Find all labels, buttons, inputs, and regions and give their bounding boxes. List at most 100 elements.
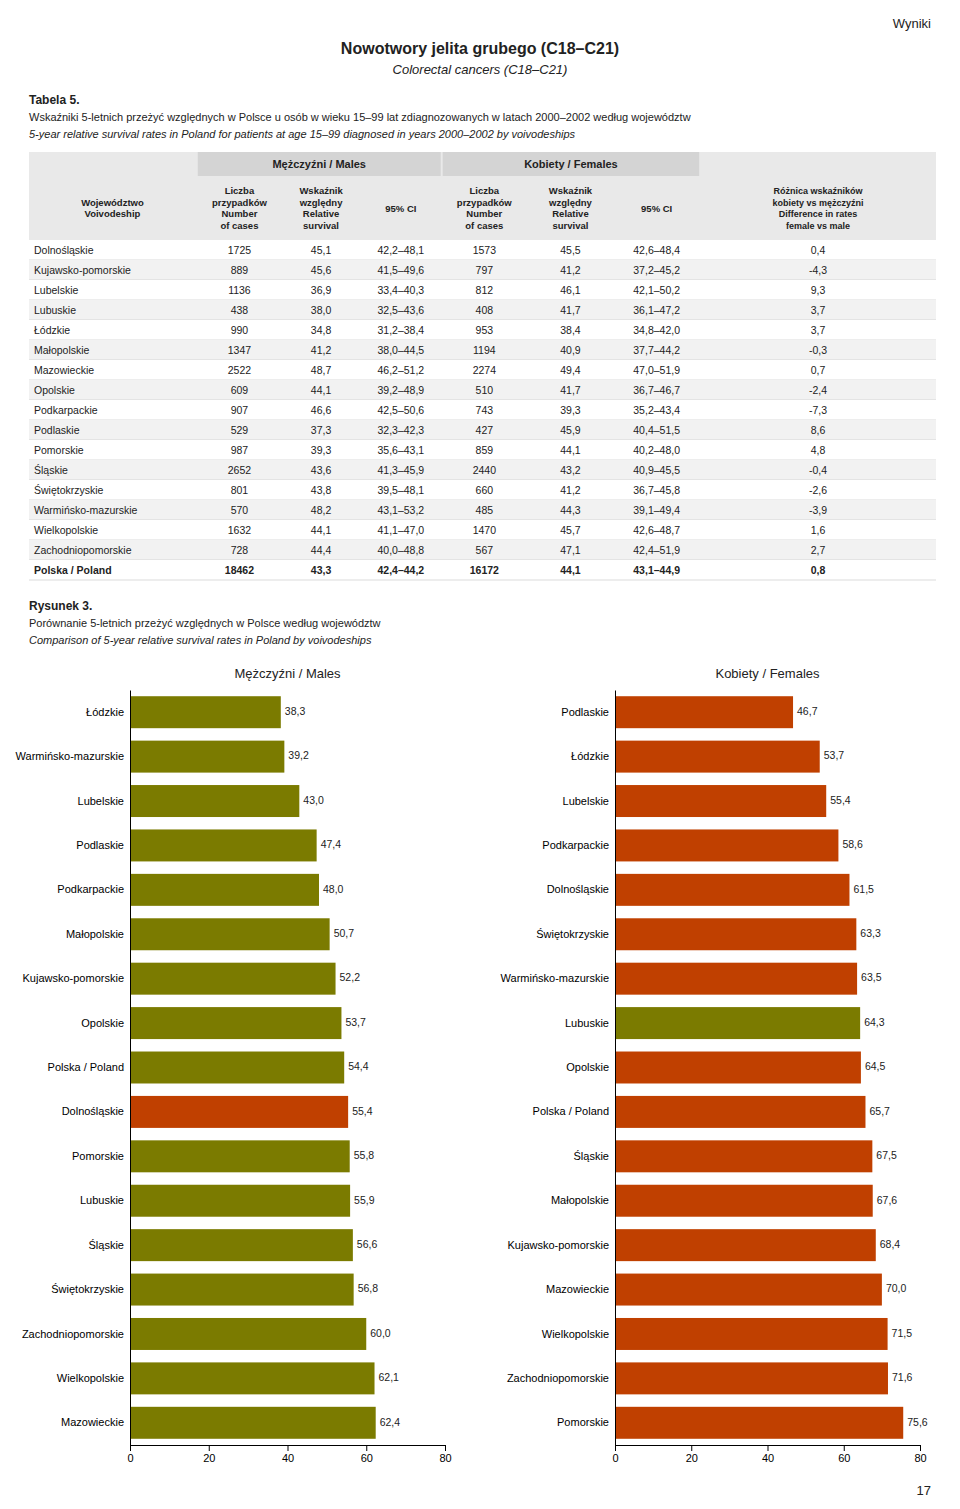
table-cell: -7,3	[809, 404, 827, 416]
table-group-bg	[443, 152, 699, 176]
table-cell: 44,1	[560, 564, 581, 576]
table-cell: -2,4	[809, 384, 827, 396]
table-cell: Łódzkie	[34, 324, 70, 336]
table-cell: 41,2	[311, 344, 332, 356]
data-label: 63,3	[860, 927, 881, 939]
table-cell: 3,7	[811, 304, 826, 316]
bar	[130, 1407, 376, 1439]
bar	[615, 1140, 872, 1172]
table-row-bg	[29, 360, 936, 380]
data-label: 71,5	[892, 1327, 913, 1339]
data-label: 62,1	[379, 1371, 400, 1383]
table-cell: 42,1–50,2	[633, 284, 680, 296]
table-cell: 9,3	[811, 284, 826, 296]
y-tick: Dolnośląskie	[62, 1105, 130, 1117]
table-cell: 2,7	[811, 544, 826, 556]
x-tick-label: 80	[439, 1452, 451, 1464]
table-cell: 42,6–48,4	[633, 244, 680, 256]
text-line: Województwo	[81, 197, 144, 208]
y-tick: Podkarpackie	[57, 883, 130, 895]
y-tick: Warmińsko-mazurskie	[501, 972, 615, 984]
table-cell: 41,7	[560, 304, 581, 316]
y-tick: Kujawsko-pomorskie	[23, 972, 130, 984]
y-tick-label: Podkarpackie	[57, 883, 124, 895]
text-line: survival	[303, 220, 339, 231]
text-line: Relative	[552, 208, 588, 219]
table-cell: 427	[476, 424, 494, 436]
data-label: 55,4	[352, 1105, 373, 1117]
table-group-bg	[198, 152, 441, 176]
table-cell: 34,8–42,0	[633, 324, 680, 336]
text-line: Number	[221, 208, 257, 219]
y-tick-label: Polska / Poland	[533, 1105, 609, 1117]
bar	[130, 741, 284, 773]
y-tick-label: Śląskie	[574, 1150, 609, 1162]
table-cell: -0,4	[809, 464, 827, 476]
table-cell: 485	[476, 504, 494, 516]
bars	[130, 696, 376, 1439]
bar	[130, 1007, 341, 1039]
bar	[130, 1052, 344, 1084]
text-line: Voivodeship	[85, 208, 141, 219]
data-label: 53,7	[824, 749, 845, 761]
text-line: Wskaźnik	[549, 185, 593, 196]
table-cell: 44,1	[311, 384, 332, 396]
y-tick-label: Lubelskie	[78, 795, 124, 807]
table-cell: 1136	[228, 284, 251, 296]
bar	[130, 1229, 353, 1261]
table-cell: Świętokrzyskie	[34, 484, 104, 496]
y-tick: Łódzkie	[86, 706, 130, 718]
table-cell: 39,1–49,4	[633, 504, 680, 516]
table-cell: 1632	[228, 524, 252, 536]
table-cell: 40,2–48,0	[633, 444, 680, 456]
text-line: Wskaźnik	[299, 185, 343, 196]
y-tick-label: Świętokrzyskie	[536, 928, 609, 940]
table-cell: 660	[476, 484, 494, 496]
y-axis: PodlaskieŁódzkieLubelskiePodkarpackieDol…	[501, 691, 616, 1446]
y-tick-label: Łódzkie	[86, 706, 124, 718]
y-tick-label: Warmińsko-mazurskie	[16, 750, 124, 762]
x-tick-mark	[366, 1445, 367, 1451]
table-cell: 36,1–47,2	[633, 304, 680, 316]
chart-title: Kobiety / Females	[715, 666, 820, 681]
table-column-header: WskaźnikwzględnyRelativesurvival	[548, 185, 593, 231]
table-row-bg	[29, 380, 936, 400]
table-cell: 438	[231, 304, 249, 316]
subtitle: Colorectal cancers (C18–C21)	[393, 62, 568, 77]
y-tick: Śląskie	[89, 1239, 130, 1251]
bar	[615, 829, 838, 861]
table-cell: 42,5–50,6	[378, 404, 425, 416]
table-cell: 34,8	[311, 324, 332, 336]
y-tick: Podkarpackie	[542, 839, 615, 851]
data-label: 64,3	[864, 1016, 885, 1028]
x-tick-mark	[844, 1445, 845, 1451]
y-tick-label: Dolnośląskie	[62, 1105, 124, 1117]
table-cell: 0,8	[811, 564, 826, 576]
table-cell: Kujawsko-pomorskie	[34, 264, 131, 276]
x-tick-label: 0	[612, 1452, 618, 1464]
y-tick-label: Podlaskie	[76, 839, 124, 851]
table-cell: 32,3–42,3	[378, 424, 425, 436]
table-label: Tabela 5.	[29, 93, 79, 107]
y-tick: Opolskie	[81, 1017, 130, 1029]
bar	[615, 1318, 888, 1350]
y-tick-label: Polska / Poland	[48, 1061, 124, 1073]
table-cell: 41,1–47,0	[378, 524, 425, 536]
table-cell: 47,0–51,9	[633, 364, 680, 376]
table-row-bg	[29, 240, 936, 260]
table-cell: 37,3	[311, 424, 332, 436]
data-label: 47,4	[321, 838, 342, 850]
page-number: 17	[917, 1483, 931, 1498]
x-tick-label: 60	[361, 1452, 373, 1464]
bar	[130, 785, 299, 817]
text-line: Liczba	[225, 185, 255, 196]
bar	[615, 1007, 860, 1039]
table-cell: 35,2–43,4	[633, 404, 680, 416]
data-labels: 38,339,243,047,448,050,752,253,754,455,4…	[285, 705, 400, 1428]
bars	[615, 696, 903, 1439]
x-axis: 020406080	[127, 1445, 451, 1464]
table-cell: 39,5–48,1	[378, 484, 425, 496]
table-cell: 44,1	[560, 444, 581, 456]
table-cell: 43,2	[560, 464, 581, 476]
x-tick-mark	[691, 1445, 692, 1451]
